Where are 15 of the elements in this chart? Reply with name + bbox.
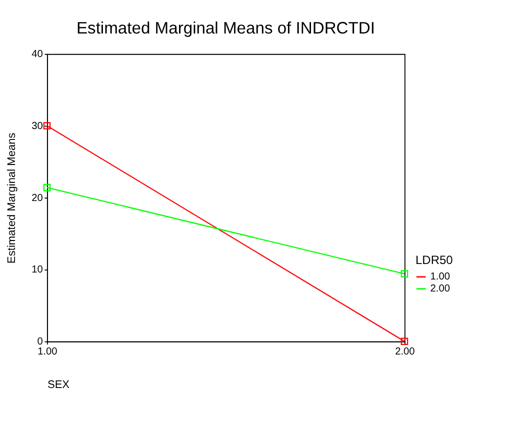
x-axis-title: SEX (47, 378, 70, 391)
y-tick-label: 0 (37, 336, 44, 348)
point (43, 122, 51, 130)
y-tick-label: 20 (32, 192, 44, 204)
point (400, 338, 408, 345)
point (43, 184, 51, 192)
legend-label: 1.00 (430, 272, 450, 283)
y-tick-label: 10 (32, 264, 44, 276)
y-tick-label: 30 (32, 120, 44, 132)
point (400, 270, 408, 278)
chart-title: Estimated Marginal Means of INDRCTDI (76, 18, 375, 38)
y-tick-label: 40 (32, 49, 44, 60)
y-axis-title: Estimated Marginal Means (6, 132, 18, 264)
legend-title: LDR50 (416, 252, 454, 267)
legend-label: 2.00 (430, 284, 450, 295)
